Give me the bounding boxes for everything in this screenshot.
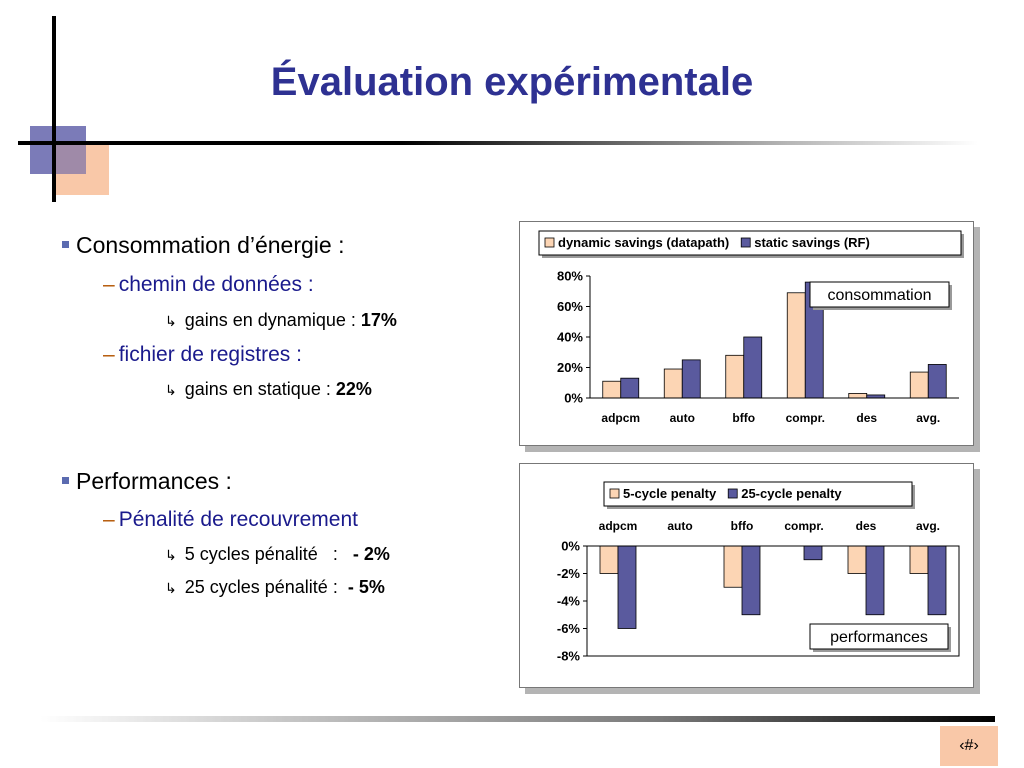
bullet-square-icon — [62, 477, 69, 485]
bullet-perf: Performances : — [62, 468, 232, 495]
arrow-icon: ↳ — [165, 547, 177, 563]
detail-value: 17% — [360, 310, 397, 330]
bar-1 — [602, 380, 622, 399]
x-category-label: avg. — [916, 519, 940, 533]
x-category-label: adpcm — [601, 411, 640, 425]
detail-value: - 5% — [347, 577, 385, 597]
bullet-penalty-label: Pénalité de recouvrement — [118, 508, 358, 531]
bar-2 — [741, 545, 761, 616]
annotation-box — [809, 623, 949, 650]
legend-label-1: dynamic savings (datapath) — [558, 235, 729, 250]
x-category-label: auto — [667, 519, 692, 533]
bullet-datapath: – chemin de données : — [103, 273, 314, 297]
arrow-icon: ↳ — [165, 382, 177, 398]
arrow-icon: ↳ — [165, 580, 177, 596]
bullet-regfile-detail: ↳ gains en statique : 22% — [165, 379, 372, 400]
x-category-label: auto — [670, 411, 695, 425]
legend-swatch-1 — [609, 488, 620, 499]
bar-1 — [786, 292, 806, 399]
legend-swatch-2 — [740, 237, 751, 248]
bullet-penalty: – Pénalité de recouvrement — [103, 508, 358, 532]
legend-box — [538, 230, 962, 256]
y-tick-label: -8% — [557, 649, 581, 664]
bar-2 — [803, 545, 823, 561]
bar-1 — [723, 545, 743, 588]
dash-icon: – — [103, 508, 115, 531]
detail-text: gains en dynamique : — [184, 310, 361, 330]
y-tick-label: -6% — [557, 621, 581, 636]
bar-1 — [725, 354, 745, 399]
legend-swatch-1 — [544, 237, 555, 248]
detail-text: gains en statique : — [184, 379, 336, 399]
dash-icon: – — [103, 273, 115, 296]
title-underline — [18, 141, 978, 145]
bar-2 — [927, 364, 947, 399]
chart-performance-frame: 5-cycle penalty 25-cycle penalty 0% -2% -4% -… — [519, 463, 974, 688]
bullet-perf-label: Performances : — [76, 468, 232, 494]
bar-1 — [599, 545, 619, 574]
legend-swatch-2 — [727, 488, 738, 499]
bar-2 — [617, 545, 637, 629]
chart-performance: 5-cycle penalty 25-cycle penalty 0% -2% -4% -… — [557, 481, 960, 664]
bar-2 — [927, 545, 947, 616]
detail-text: 5 cycles pénalité : — [184, 544, 353, 564]
slide-title: Évaluation expérimentale — [270, 60, 754, 104]
annotation-box — [809, 281, 950, 308]
bullet-energy-label: Consommation d’énergie : — [76, 232, 345, 258]
y-tick-label: 0% — [561, 539, 580, 554]
legend-label-2: 25-cycle penalty — [741, 486, 842, 501]
bar-1 — [909, 371, 929, 399]
bullet-datapath-label: chemin de données : — [118, 273, 314, 296]
page-number: ‹#› — [940, 726, 998, 766]
annotation-label: consommation — [827, 287, 931, 304]
chart-energy-frame: dynamic savings (datapath) static savings… — [519, 221, 974, 446]
y-tick-label: 80% — [557, 269, 583, 284]
x-category-label: compr. — [784, 519, 823, 533]
y-tick-label: 60% — [557, 299, 583, 314]
bullet-regfile-label: fichier de registres : — [118, 343, 302, 366]
bullet-datapath-detail: ↳ gains en dynamique : 17% — [165, 310, 397, 331]
bar-1 — [847, 545, 867, 574]
detail-text: 25 cycles pénalité : — [184, 577, 348, 597]
bullet-square-icon — [62, 241, 69, 249]
bar-2 — [681, 359, 701, 399]
bullet-p25: ↳ 25 cycles pénalité : - 5% — [165, 577, 385, 598]
x-category-label: bffo — [731, 519, 754, 533]
bar-1 — [848, 393, 868, 399]
x-category-label: des — [856, 411, 877, 425]
x-category-label: avg. — [916, 411, 940, 425]
decor-vertical-line — [52, 16, 56, 202]
chart-energy: dynamic savings (datapath) static savings… — [538, 230, 964, 425]
y-tick-label: 0% — [564, 391, 583, 406]
bar-1 — [663, 368, 683, 399]
y-tick-label: -2% — [557, 566, 581, 581]
x-category-label: compr. — [786, 411, 825, 425]
legend-label-1: 5-cycle penalty — [623, 486, 717, 501]
bullet-p5: ↳ 5 cycles pénalité : - 2% — [165, 544, 390, 565]
dash-icon: – — [103, 343, 115, 366]
bullet-energy: Consommation d’énergie : — [62, 232, 344, 259]
bar-2 — [743, 336, 763, 399]
bar-2 — [620, 377, 640, 399]
x-category-label: bffo — [732, 411, 755, 425]
y-tick-label: 40% — [557, 330, 583, 345]
decor-square-overlap — [55, 145, 86, 174]
bullet-regfile: – fichier de registres : — [103, 343, 302, 367]
arrow-icon: ↳ — [165, 313, 177, 329]
bar-2 — [865, 545, 885, 616]
annotation-label: performances — [830, 629, 928, 646]
y-tick-label: 20% — [557, 360, 583, 375]
detail-value: 22% — [335, 379, 372, 399]
legend-box — [603, 481, 913, 507]
bar-1 — [909, 545, 929, 574]
y-tick-label: -4% — [557, 594, 581, 609]
x-category-label: adpcm — [599, 519, 638, 533]
legend-label-2: static savings (RF) — [754, 235, 870, 250]
x-category-label: des — [856, 519, 877, 533]
detail-value: - 2% — [352, 544, 390, 564]
footer-line — [40, 716, 995, 722]
